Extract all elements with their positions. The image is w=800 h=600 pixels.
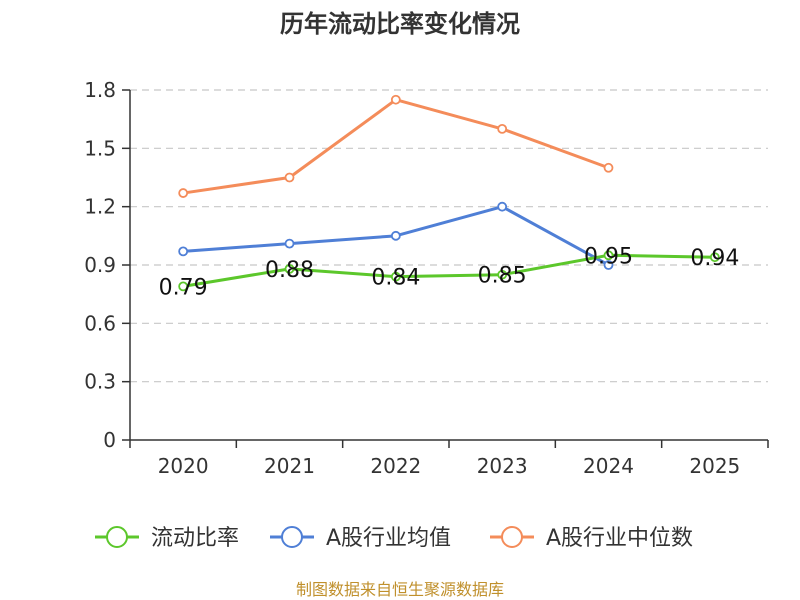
legend-label: 流动比率 (151, 526, 239, 551)
y-tick-label: 0.3 (84, 370, 116, 394)
source-note: 制图数据来自恒生聚源数据库 (296, 580, 504, 599)
x-tick-label: 2020 (158, 454, 209, 478)
y-tick-label: 1.5 (84, 136, 116, 160)
legend-item: 流动比率 (95, 526, 239, 551)
data-point (178, 246, 189, 257)
data-label: 0.79 (159, 275, 208, 300)
data-label: 0.84 (371, 266, 420, 291)
data-point (178, 281, 189, 292)
series-layer (178, 94, 720, 292)
legend-marker (106, 526, 128, 548)
x-tick-label: 2023 (477, 454, 528, 478)
x-tick-label: 2021 (264, 454, 315, 478)
legend: 流动比率 A股行业均值 A股行业中位数 (95, 526, 693, 551)
data-label: 0.85 (478, 264, 527, 289)
chart-title: 历年流动比率变化情况 (280, 10, 520, 38)
data-point (390, 94, 401, 105)
y-tick-label: 0.9 (84, 253, 116, 277)
y-tick-label: 0.6 (84, 311, 116, 335)
legend-item: A股行业均值 (270, 526, 451, 551)
data-point (603, 162, 614, 173)
y-tick-label: 1.8 (84, 78, 116, 102)
series-3 (178, 94, 614, 198)
x-tick-labels: 2020 2021 2022 2023 2024 2025 (129, 440, 769, 478)
data-point (603, 260, 614, 270)
legend-label: A股行业均值 (326, 526, 451, 551)
y-tick-label: 0 (103, 428, 116, 452)
data-point (178, 188, 189, 198)
data-point (390, 230, 401, 241)
series-line (182, 253, 715, 288)
legend-marker (281, 526, 303, 548)
data-label: 0.94 (690, 246, 739, 271)
data-point (284, 172, 295, 183)
legend-marker (501, 526, 523, 548)
series-line (182, 98, 610, 195)
data-point (284, 263, 295, 274)
x-tick-label: 2025 (689, 454, 740, 478)
y-tick-labels: 0 0.3 0.6 0.9 1.2 1.5 1.8 (84, 78, 130, 452)
series-1 (178, 250, 720, 292)
data-point (709, 252, 720, 263)
data-point (497, 201, 508, 212)
data-label: 0.88 (265, 258, 314, 283)
data-label-layer: 0.79 0.88 0.84 0.85 0.95 0.94 (159, 244, 740, 300)
legend-label: A股行业中位数 (546, 526, 693, 551)
data-point (497, 269, 508, 280)
y-tick-label: 1.2 (84, 195, 116, 219)
legend-item: A股行业中位数 (490, 526, 693, 551)
grid-layer (130, 89, 768, 383)
data-point (284, 238, 295, 249)
x-tick-label: 2024 (583, 454, 634, 478)
series-2 (178, 201, 614, 270)
data-point (603, 250, 614, 261)
x-tick-label: 2022 (370, 454, 421, 478)
data-label: 0.95 (584, 244, 633, 269)
data-point (497, 123, 508, 134)
data-point (390, 271, 401, 282)
